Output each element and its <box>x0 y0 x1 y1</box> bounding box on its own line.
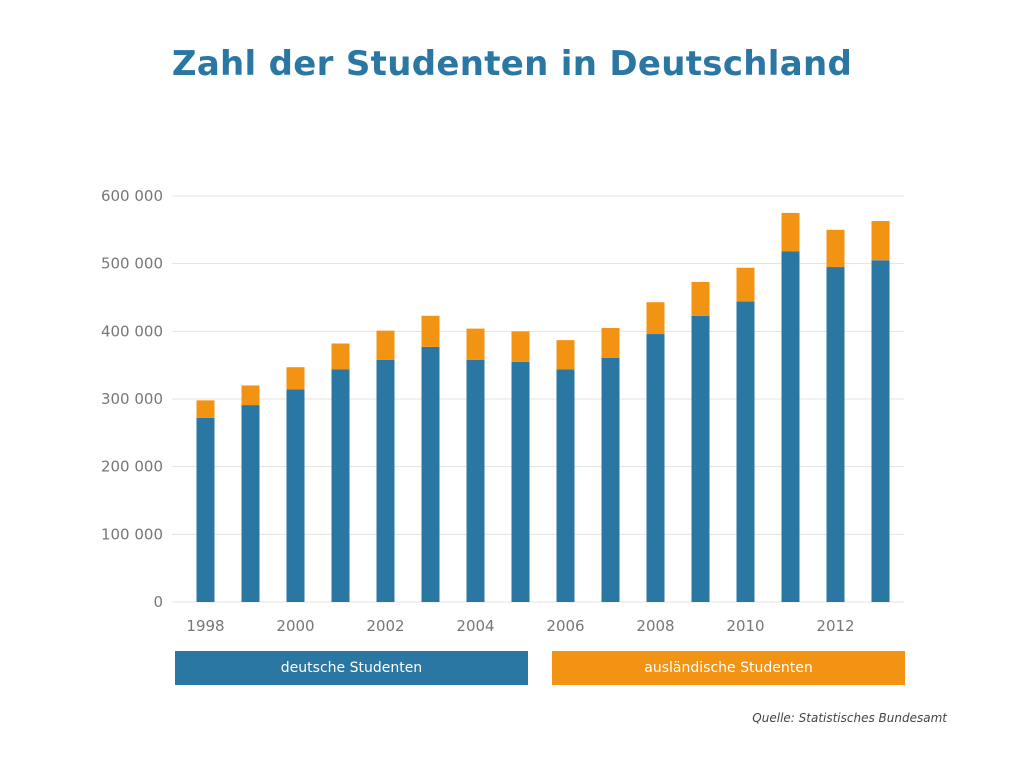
bar-deutsche-studenten-2008 <box>646 334 665 602</box>
bar-deutsche-studenten-2007 <box>601 357 620 602</box>
bar-deutsche-studenten-2004 <box>466 359 485 602</box>
bar-series <box>196 212 890 602</box>
bar-auslaendische-studenten-2005 <box>511 331 530 362</box>
bar-deutsche-studenten-2011 <box>781 251 800 602</box>
bar-deutsche-studenten-2013 <box>871 260 890 602</box>
bar-deutsche-studenten-2000 <box>286 389 305 602</box>
y-tick-label: 0 <box>153 593 163 611</box>
bar-auslaendische-studenten-2007 <box>601 327 620 358</box>
bar-auslaendische-studenten-2012 <box>826 229 845 268</box>
x-tick-label: 2000 <box>276 617 314 635</box>
bar-auslaendische-studenten-2009 <box>691 281 710 316</box>
y-tick-label: 300 000 <box>101 390 163 408</box>
y-tick-label: 200 000 <box>101 458 163 476</box>
bar-deutsche-studenten-1999 <box>241 405 260 602</box>
y-tick-label: 400 000 <box>101 322 163 340</box>
x-tick-label: 2012 <box>816 617 854 635</box>
x-tick-label: 2002 <box>366 617 404 635</box>
legend-label: ausländische Studenten <box>644 660 813 676</box>
bar-deutsche-studenten-2012 <box>826 267 845 602</box>
y-tick-label: 100 000 <box>101 525 163 543</box>
bar-deutsche-studenten-1998 <box>196 417 215 602</box>
chart-title: Zahl der Studenten in Deutschland <box>171 44 853 84</box>
bar-auslaendische-studenten-2003 <box>421 315 440 347</box>
y-tick-label: 600 000 <box>101 187 163 205</box>
bar-auslaendische-studenten-1999 <box>241 385 260 406</box>
bar-auslaendische-studenten-2000 <box>286 367 305 390</box>
legend-deutsche-studenten: deutsche Studenten <box>175 651 528 685</box>
bar-deutsche-studenten-2001 <box>331 369 350 602</box>
y-axis-tick-labels: 0 100 000 200 000 300 000 400 000 500 000 600 … <box>101 187 163 611</box>
bar-deutsche-studenten-2010 <box>736 301 755 602</box>
x-tick-label: 1998 <box>186 617 224 635</box>
x-tick-label: 2004 <box>456 617 494 635</box>
source-note: Quelle: Statistisches Bundesamt <box>752 711 947 725</box>
bar-deutsche-studenten-2003 <box>421 346 440 602</box>
x-axis-tick-labels: 1998 2000 2002 2004 2006 2008 2010 2012 <box>186 617 854 635</box>
legend-label: deutsche Studenten <box>280 660 423 676</box>
bar-deutsche-studenten-2009 <box>691 315 710 602</box>
bar-auslaendische-studenten-2011 <box>781 212 800 252</box>
bar-deutsche-studenten-2006 <box>556 369 575 602</box>
bar-deutsche-studenten-2002 <box>376 359 395 602</box>
x-tick-label: 2006 <box>546 617 584 635</box>
bar-auslaendische-studenten-2013 <box>871 221 890 261</box>
bar-auslaendische-studenten-2004 <box>466 328 485 360</box>
bar-auslaendische-studenten-1998 <box>196 400 215 418</box>
legend-auslaendische-studenten: ausländische Studenten <box>552 651 905 685</box>
x-tick-label: 2010 <box>726 617 764 635</box>
y-tick-label: 500 000 <box>101 255 163 273</box>
bar-auslaendische-studenten-2010 <box>736 267 755 302</box>
x-tick-label: 2008 <box>636 617 674 635</box>
bar-auslaendische-studenten-2006 <box>556 340 575 370</box>
bar-auslaendische-studenten-2001 <box>331 343 350 370</box>
bar-deutsche-studenten-2005 <box>511 361 530 602</box>
bar-auslaendische-studenten-2008 <box>646 302 665 335</box>
bar-auslaendische-studenten-2002 <box>376 330 395 360</box>
